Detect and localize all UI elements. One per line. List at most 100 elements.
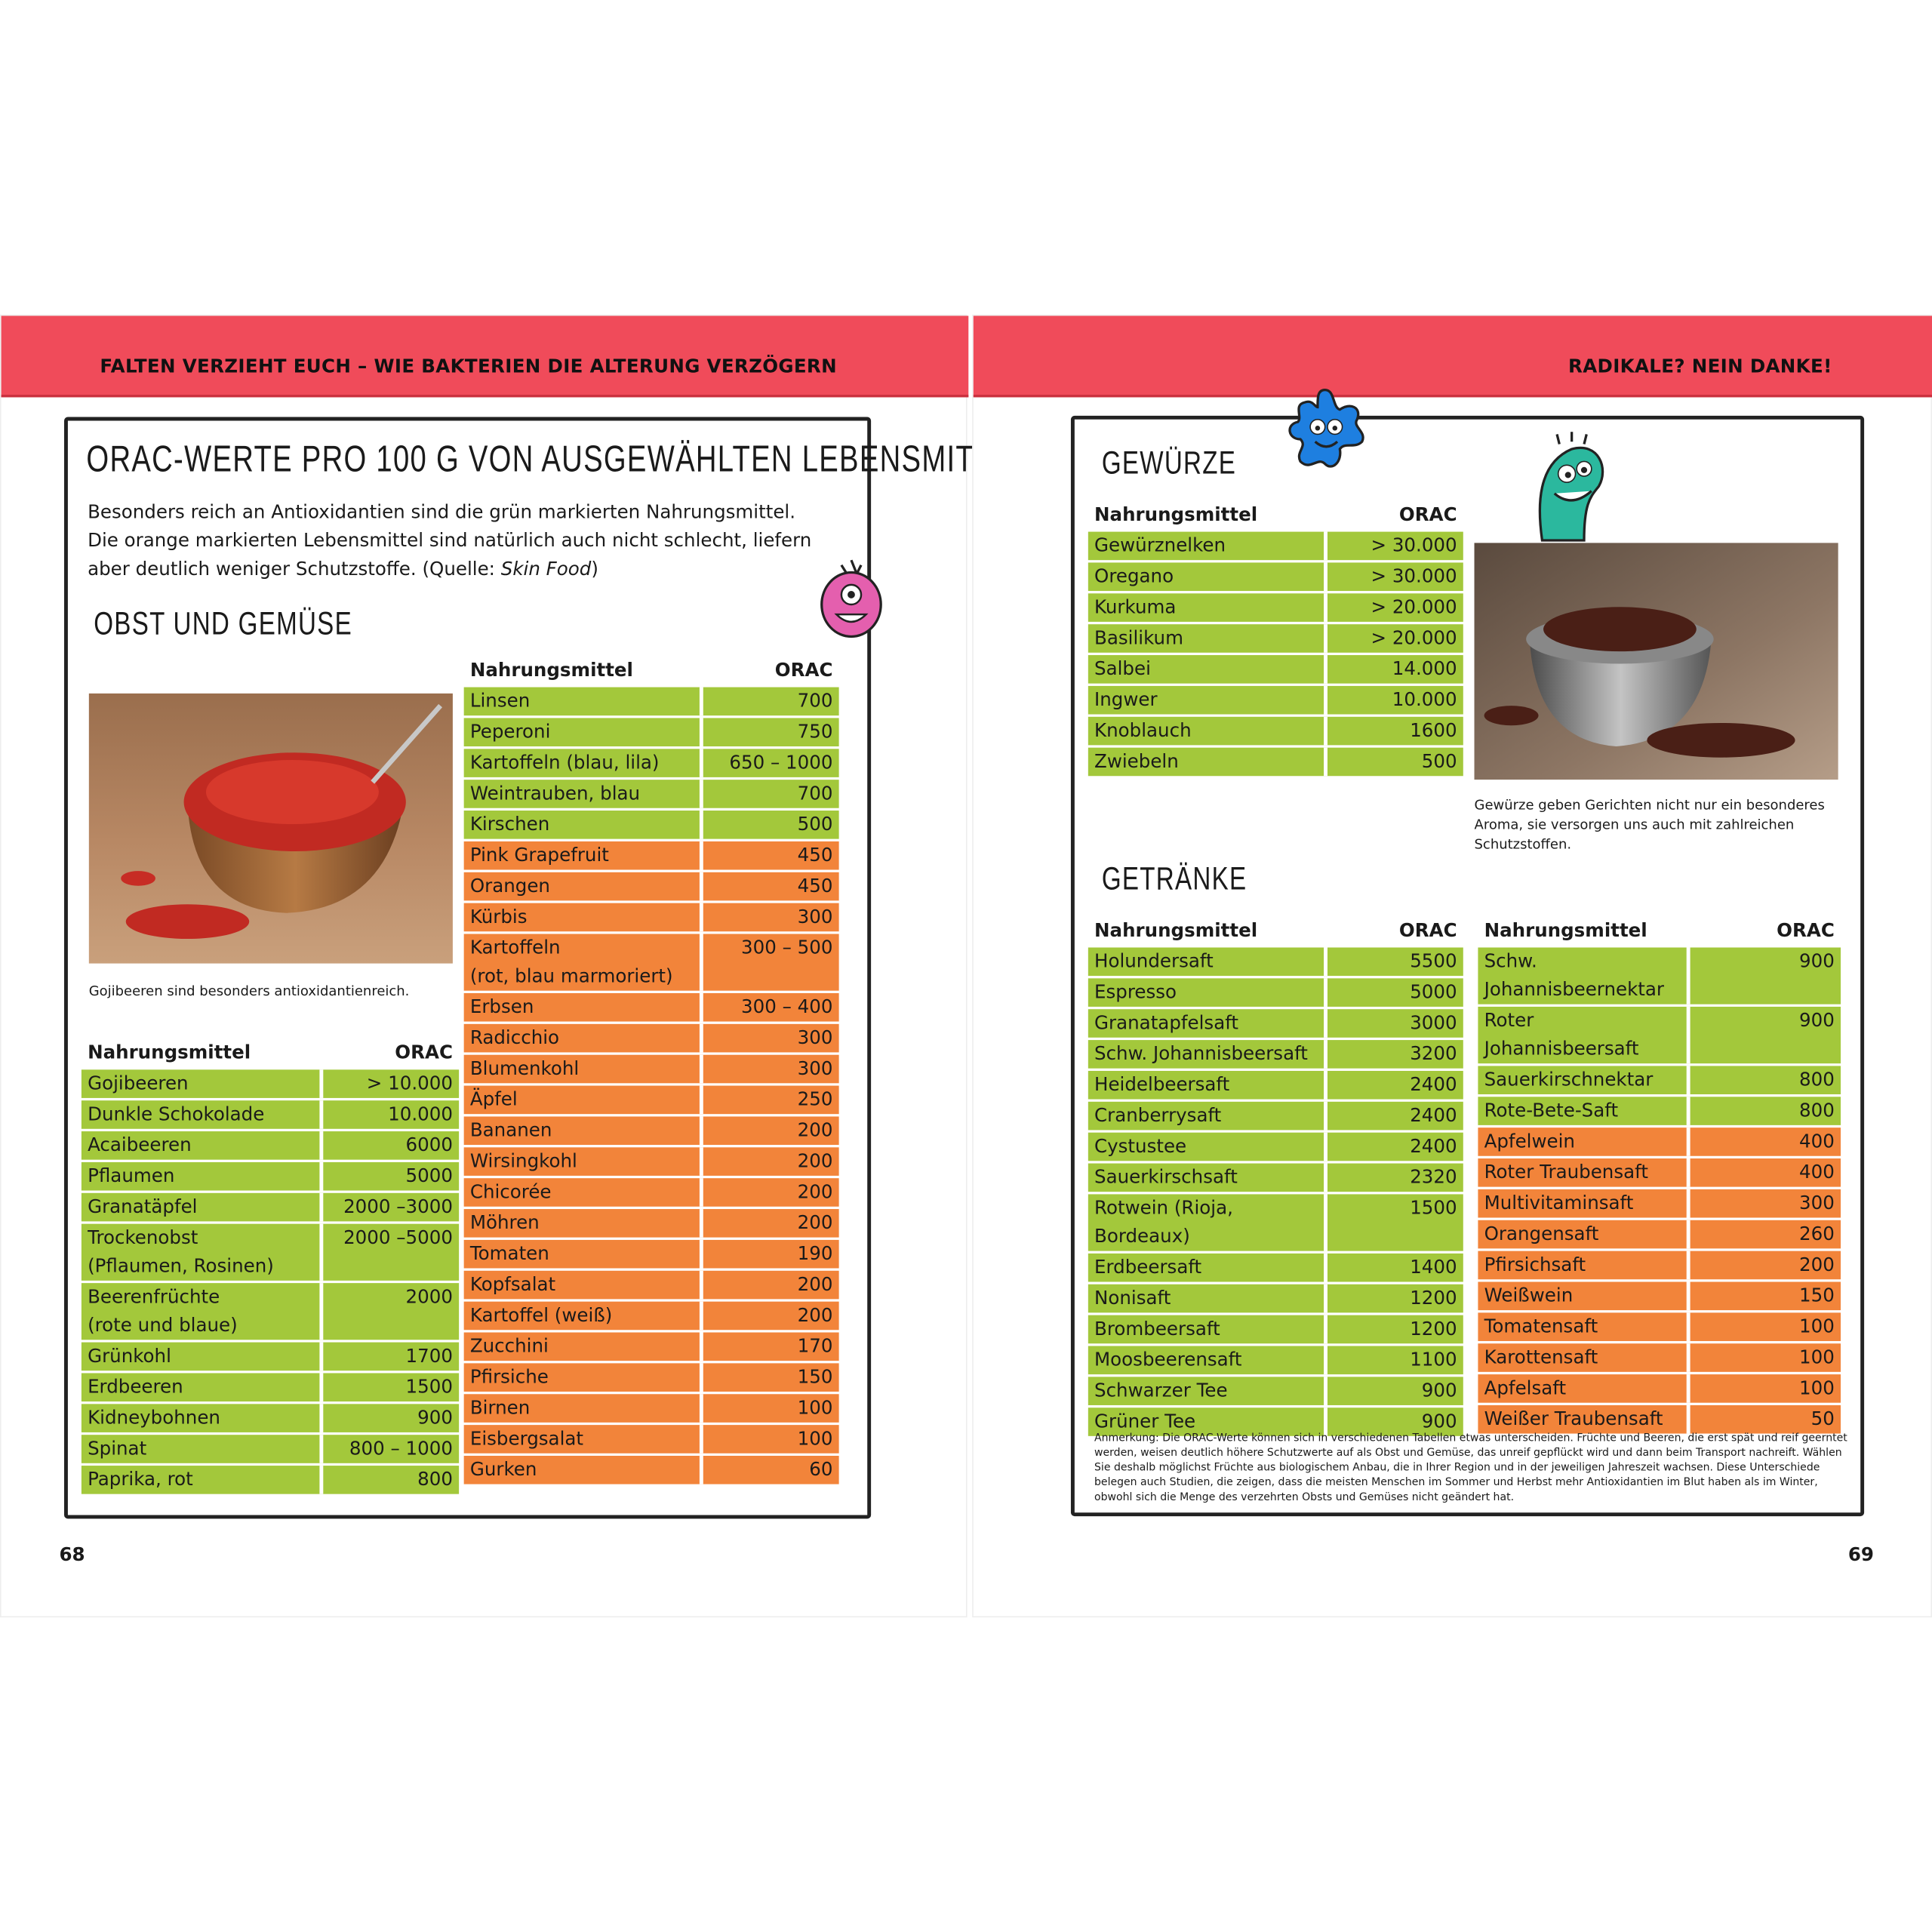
food-name: Pflaumen bbox=[82, 1161, 324, 1191]
food-name: Kurkuma bbox=[1088, 593, 1327, 622]
header-text: RADIKALE? NEIN DANKE! bbox=[1568, 355, 1832, 378]
orac-value: 1500 bbox=[405, 1375, 453, 1398]
orac-value: 1600 bbox=[1410, 719, 1457, 742]
food-name: Apfelsaft bbox=[1478, 1374, 1690, 1403]
orac-table: Nahrungsmittel ORAC Holundersaft 5500 Espres… bbox=[1088, 915, 1463, 1436]
section-heading: OBST UND GEMÜSE bbox=[94, 605, 352, 642]
food-name: Cranberrysaft bbox=[1088, 1101, 1327, 1131]
food-name: Orangensaft bbox=[1478, 1220, 1690, 1249]
food-name: Orangen bbox=[464, 872, 703, 901]
image-caption: Gewürze geben Gerichten nicht nur ein be… bbox=[1474, 797, 1825, 853]
orac-value: 800 bbox=[417, 1468, 453, 1491]
table-row: Grüner Tee 900 bbox=[1088, 1407, 1463, 1436]
table-row: Paprika, rot 800 bbox=[81, 1466, 460, 1494]
orac-value: 500 bbox=[1421, 749, 1457, 773]
food-name: Gewürznelken bbox=[1088, 531, 1327, 561]
food-name: Pfirsichsaft bbox=[1478, 1251, 1690, 1280]
orac-value: 1200 bbox=[1410, 1287, 1457, 1309]
food-name: Sauerkirschsaft bbox=[1088, 1163, 1327, 1192]
table-row: Trockenobst (Pflaumen, Rosinen) 2000 –500… bbox=[81, 1223, 460, 1281]
orac-table: Nahrungsmittel ORAC Schw. Johannisbeernekt… bbox=[1478, 915, 1841, 1434]
food-name: Trockenobst (Pflaumen, Rosinen) bbox=[82, 1223, 324, 1281]
orac-value: 2000 bbox=[405, 1285, 453, 1308]
table-row: Weißwein 150 bbox=[1478, 1281, 1841, 1311]
header-value: ORAC bbox=[1398, 503, 1457, 526]
table-row: Knoblauch 1600 bbox=[1088, 716, 1463, 746]
food-name: Erdbeersaft bbox=[1088, 1253, 1327, 1282]
food-name: Gojibeeren bbox=[82, 1069, 324, 1098]
food-name: Spinat bbox=[82, 1435, 324, 1463]
food-name: Erdbeeren bbox=[82, 1373, 324, 1402]
food-name: Kartoffel (weiß) bbox=[464, 1301, 703, 1331]
table-row: Kidneybohnen 900 bbox=[81, 1404, 460, 1432]
food-name: Oregano bbox=[1088, 562, 1327, 592]
food-name: Möhren bbox=[464, 1209, 703, 1238]
food-name: Peperoni bbox=[464, 718, 703, 747]
header-band bbox=[1, 315, 969, 398]
header-value: ORAC bbox=[395, 1041, 453, 1064]
food-name: Holundersaft bbox=[1088, 947, 1327, 977]
table-row: Roter Traubensaft 400 bbox=[1478, 1158, 1841, 1187]
header-name: Nahrungsmittel bbox=[1094, 503, 1258, 526]
table-row: Sauerkirschnektar 800 bbox=[1478, 1066, 1841, 1095]
table-row: Kürbis 300 bbox=[463, 903, 839, 932]
table-header: Nahrungsmittel ORAC bbox=[1088, 500, 1463, 529]
table-row: Schwarzer Tee 900 bbox=[1088, 1377, 1463, 1405]
header-value: ORAC bbox=[774, 658, 833, 681]
orac-value: > 20.000 bbox=[1371, 626, 1457, 649]
mascot-pink bbox=[820, 559, 882, 638]
table-row: Salbei 14.000 bbox=[1088, 655, 1463, 684]
table-row: Gewürznelken > 30.000 bbox=[1088, 531, 1463, 561]
orac-value: 2320 bbox=[1410, 1165, 1457, 1189]
header-name: Nahrungsmittel bbox=[1484, 918, 1647, 942]
orac-value: 190 bbox=[797, 1242, 833, 1265]
table-header: Nahrungsmittel ORAC bbox=[1088, 915, 1463, 945]
goji-image bbox=[88, 693, 453, 964]
food-name: Sauerkirschnektar bbox=[1478, 1066, 1690, 1095]
table-row: Ingwer 10.000 bbox=[1088, 685, 1463, 715]
orac-value: 100 bbox=[797, 1427, 833, 1450]
orac-value: > 30.000 bbox=[1371, 565, 1457, 588]
table-row: Peperoni 750 bbox=[463, 718, 839, 747]
table-row: Granatapfelsaft 3000 bbox=[1088, 1009, 1463, 1038]
table-row: Tomaten 190 bbox=[463, 1239, 839, 1269]
table-row: Apfelsaft 100 bbox=[1478, 1374, 1841, 1403]
orac-value: 1100 bbox=[1410, 1348, 1457, 1371]
food-name: Chicorée bbox=[464, 1178, 703, 1207]
orac-value: 10.000 bbox=[1392, 688, 1457, 711]
food-name: Rote-Bete-Saft bbox=[1478, 1097, 1690, 1125]
page-title: ORAC-WERTE PRO 100 G VON AUSGEWÄHLTEN LE… bbox=[86, 438, 1052, 480]
orac-value: 1700 bbox=[405, 1344, 453, 1367]
orac-value: 6000 bbox=[405, 1134, 453, 1156]
table-row: Rotwein (Rioja, Bordeaux) 1500 bbox=[1088, 1194, 1463, 1251]
table-row: Gurken 60 bbox=[463, 1455, 839, 1484]
orac-value: 900 bbox=[1799, 949, 1835, 973]
orac-value: 5000 bbox=[1410, 980, 1457, 1004]
orac-value: 200 bbox=[797, 1180, 833, 1203]
table-row: Erdbeeren 1500 bbox=[81, 1373, 460, 1402]
food-name: Gurken bbox=[464, 1455, 703, 1484]
food-name: Beerenfrüchte (rote und blaue) bbox=[82, 1283, 324, 1340]
table-header: Nahrungsmittel ORAC bbox=[1478, 915, 1841, 945]
section-heading: GETRÄNKE bbox=[1101, 860, 1247, 897]
food-name: Nonisaft bbox=[1088, 1284, 1327, 1313]
table-row: Nonisaft 1200 bbox=[1088, 1284, 1463, 1313]
table-row: Multivitaminsaft 300 bbox=[1478, 1189, 1841, 1218]
orac-value: 400 bbox=[1799, 1130, 1835, 1152]
orac-value: 100 bbox=[797, 1396, 833, 1419]
food-name: Knoblauch bbox=[1088, 716, 1327, 746]
table-row: Granatäpfel 2000 –3000 bbox=[81, 1192, 460, 1222]
orac-value: > 10.000 bbox=[366, 1072, 453, 1095]
table-row: Cystustee 2400 bbox=[1088, 1132, 1463, 1161]
section-heading: GEWÜRZE bbox=[1101, 444, 1237, 481]
orac-value: 900 bbox=[1421, 1379, 1457, 1402]
food-name: Moosbeerensaft bbox=[1088, 1346, 1327, 1375]
orac-value: 2000 –5000 bbox=[343, 1226, 453, 1249]
orac-table: Nahrungsmittel ORAC Gojibeeren > 10.000 Dunk… bbox=[81, 1038, 460, 1494]
table-row: Acaibeeren 6000 bbox=[81, 1131, 460, 1160]
food-name: Zwiebeln bbox=[1088, 747, 1327, 777]
intro: Besonders reich an Antioxidantien sind d… bbox=[88, 500, 812, 580]
food-name: Rotwein (Rioja, Bordeaux) bbox=[1088, 1194, 1327, 1251]
page-number: 69 bbox=[1847, 1543, 1874, 1566]
header-name: Nahrungsmittel bbox=[1094, 918, 1258, 942]
